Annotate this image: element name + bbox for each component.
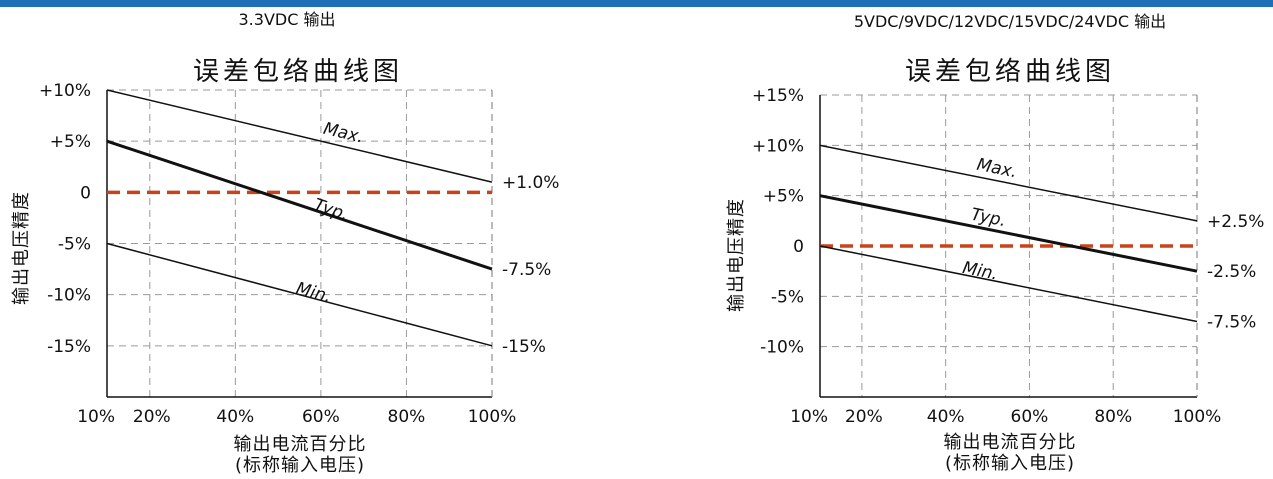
y-tick-label: +10%: [39, 81, 91, 101]
x-tick-label: 40%: [216, 407, 254, 427]
series-end-label: -15%: [502, 337, 546, 357]
series-label-min: Min.: [294, 279, 334, 307]
y-axis-label: 输出电压精度: [11, 191, 32, 305]
x-tick-label: 40%: [927, 407, 965, 427]
y-tick-label: -10%: [47, 286, 91, 306]
x-tick-label: 100%: [468, 407, 517, 427]
chart-title: 误差包络曲线图: [193, 57, 403, 87]
chart-header: 3.3VDC 输出: [239, 10, 336, 29]
x-tick-label: 60%: [1011, 407, 1049, 427]
series-line-max: [819, 144, 1198, 222]
y-tick-label: +5%: [50, 132, 91, 152]
y-tick-label: -15%: [47, 337, 91, 357]
series-end-label: -7.5%: [502, 260, 551, 280]
y-tick-label: 0: [80, 183, 91, 203]
x-tick-label: 80%: [388, 407, 426, 427]
x-axis-label: 输出电流百分比: [234, 434, 367, 455]
y-tick-label: +5%: [763, 187, 804, 207]
series-end-label: -2.5%: [1207, 262, 1256, 282]
x-tick-label: 20%: [133, 407, 171, 427]
y-tick-label: +10%: [752, 136, 804, 156]
series-line-typ: [106, 139, 493, 271]
chart-3v3: 3.3VDC 输出 误差包络曲线图 +10% +5% 0 -5% -10% -15% 10%…: [11, 10, 559, 476]
series-line-min: [819, 245, 1198, 323]
x-tick-label: 80%: [1094, 407, 1132, 427]
series-end-label: +2.5%: [1207, 212, 1264, 232]
series-label-typ: Typ.: [311, 195, 351, 225]
y-tick-label: -5%: [58, 235, 91, 255]
chart-title: 误差包络曲线图: [905, 57, 1115, 87]
series-line-min: [106, 242, 493, 347]
series-end-label: +1.0%: [502, 173, 559, 193]
x-tick-label: 60%: [302, 407, 340, 427]
series-label-min: Min.: [961, 258, 1000, 285]
x-tick-label: 100%: [1173, 407, 1222, 427]
series-end-label: -7.5%: [1207, 313, 1256, 333]
x-tick-label: 20%: [845, 407, 883, 427]
chart-header: 5VDC/9VDC/12VDC/15VDC/24VDC 输出: [854, 12, 1166, 31]
top-accent-bar: [0, 0, 1273, 7]
x-axis-sublabel: (标称输入电压): [945, 453, 1075, 474]
x-tick-label: 10%: [77, 407, 115, 427]
x-axis-sublabel: (标称输入电压): [235, 455, 365, 476]
x-tick-label: 10%: [790, 407, 828, 427]
y-axis-label: 输出电压精度: [726, 198, 747, 312]
y-tick-label: -10%: [760, 338, 804, 358]
y-tick-label: +15%: [752, 86, 804, 106]
chart-5v-24v: 5VDC/9VDC/12VDC/15VDC/24VDC 输出 误差包络曲线图 +…: [726, 12, 1264, 474]
y-tick-label: 0: [793, 237, 804, 257]
y-tick-label: -5%: [771, 287, 804, 307]
series-line-typ: [819, 194, 1198, 273]
series-line-max: [106, 89, 493, 183]
x-axis-label: 输出电流百分比: [944, 432, 1077, 453]
